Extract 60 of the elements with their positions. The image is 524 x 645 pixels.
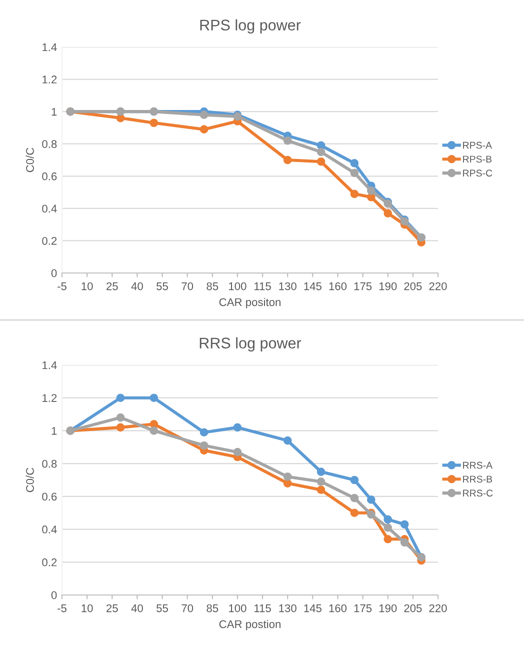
- x-tick-label: 130: [279, 282, 296, 290]
- x-axis-title: CAR postion: [219, 620, 280, 630]
- y-tick-label: 0.2: [42, 236, 57, 245]
- x-tick-label: 40: [131, 282, 143, 290]
- x-axis-title: CAR positon: [219, 298, 280, 308]
- legend-label: RRS-B: [463, 476, 492, 483]
- x-tick-label: 100: [229, 604, 246, 612]
- x-tick-label: 55: [156, 604, 168, 612]
- x-tick-label: 130: [279, 604, 296, 612]
- x-tick-label: 190: [379, 604, 397, 612]
- x-tick-label: -5: [58, 604, 66, 612]
- y-tick-label: 1: [52, 427, 57, 435]
- x-tick-label: 115: [254, 282, 271, 290]
- x-tick-label: 25: [106, 604, 118, 612]
- x-tick-label: 205: [404, 282, 422, 290]
- x-tick-label: 115: [254, 604, 271, 612]
- x-tick-label: 175: [354, 604, 372, 612]
- x-tick-label: 25: [106, 282, 118, 290]
- x-tick-label: 85: [206, 604, 218, 612]
- x-tick-label: 40: [131, 604, 143, 612]
- x-tick-label: 10: [82, 604, 93, 612]
- legend-label: RPS-A: [463, 142, 492, 149]
- y-axis-title: C0/C: [26, 148, 34, 172]
- legend-label: RPS-B: [463, 156, 492, 163]
- chart-title: RRS log power: [200, 337, 302, 352]
- legend-label: RRS-C: [463, 490, 493, 497]
- y-tick-label: 0: [51, 269, 57, 278]
- x-tick-label: 145: [304, 282, 322, 290]
- y-tick-label: 0.8: [42, 140, 57, 148]
- legend-label: RPS-C: [463, 170, 492, 177]
- x-tick-label: 160: [329, 604, 347, 612]
- y-tick-label: 1: [52, 108, 57, 116]
- x-tick-label: 220: [429, 282, 447, 290]
- y-tick-label: 0.4: [42, 204, 57, 213]
- x-tick-label: 55: [156, 282, 168, 290]
- y-tick-label: 0: [51, 591, 57, 600]
- x-tick-label: 145: [304, 604, 322, 612]
- chart-title: RPS log power: [200, 19, 301, 34]
- x-tick-label: 85: [206, 282, 218, 290]
- y-tick-label: 1.2: [42, 76, 57, 84]
- x-tick-label: 190: [379, 282, 397, 290]
- x-tick-label: -5: [58, 282, 66, 290]
- legend-label: RRS-A: [463, 462, 493, 469]
- y-tick-label: 1.4: [42, 43, 57, 52]
- x-tick-label: 100: [229, 282, 246, 290]
- y-tick-label: 0.6: [42, 172, 57, 180]
- y-axis-title: C0/C: [26, 468, 34, 492]
- y-tick-label: 1.4: [42, 361, 57, 370]
- x-tick-label: 205: [404, 604, 422, 612]
- x-tick-label: 175: [354, 282, 372, 290]
- y-tick-label: 0.4: [42, 526, 57, 534]
- y-tick-label: 0.6: [42, 492, 57, 501]
- x-tick-label: 70: [182, 604, 194, 612]
- x-tick-label: 10: [82, 282, 93, 290]
- y-tick-label: 0.8: [42, 460, 57, 468]
- x-tick-label: 220: [429, 604, 447, 612]
- x-tick-label: 160: [329, 282, 347, 290]
- y-tick-label: 1.2: [42, 394, 57, 402]
- x-tick-label: 70: [182, 282, 194, 290]
- y-tick-label: 0.2: [42, 558, 57, 566]
